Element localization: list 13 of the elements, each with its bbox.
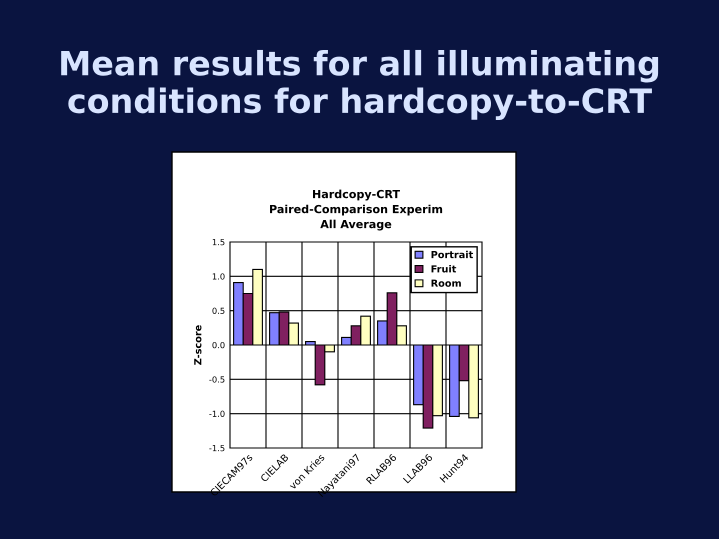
legend-label: Portrait (432, 250, 474, 258)
y-tick-label: 1.5 (212, 239, 224, 246)
y-tick-label: 0.0 (212, 342, 225, 348)
y-axis-title: Z-score (194, 325, 202, 365)
legend-label: Room (432, 280, 461, 287)
y-tick-label: -0.5 (209, 376, 224, 383)
text: Mean results for all illuminating conditions for hardcopy-to-CRT (61, 50, 658, 120)
chart-title: Hardcopy-CRT Paired-Comparison Experim All Average (270, 190, 442, 231)
y-tick-label: -1.5 (209, 445, 224, 452)
y-tick-label: -1.0 (209, 410, 225, 417)
y-tick-label: 1.0 (212, 273, 225, 280)
legend-label: Fruit (432, 265, 456, 273)
y-tick-label: 0.5 (212, 308, 224, 314)
